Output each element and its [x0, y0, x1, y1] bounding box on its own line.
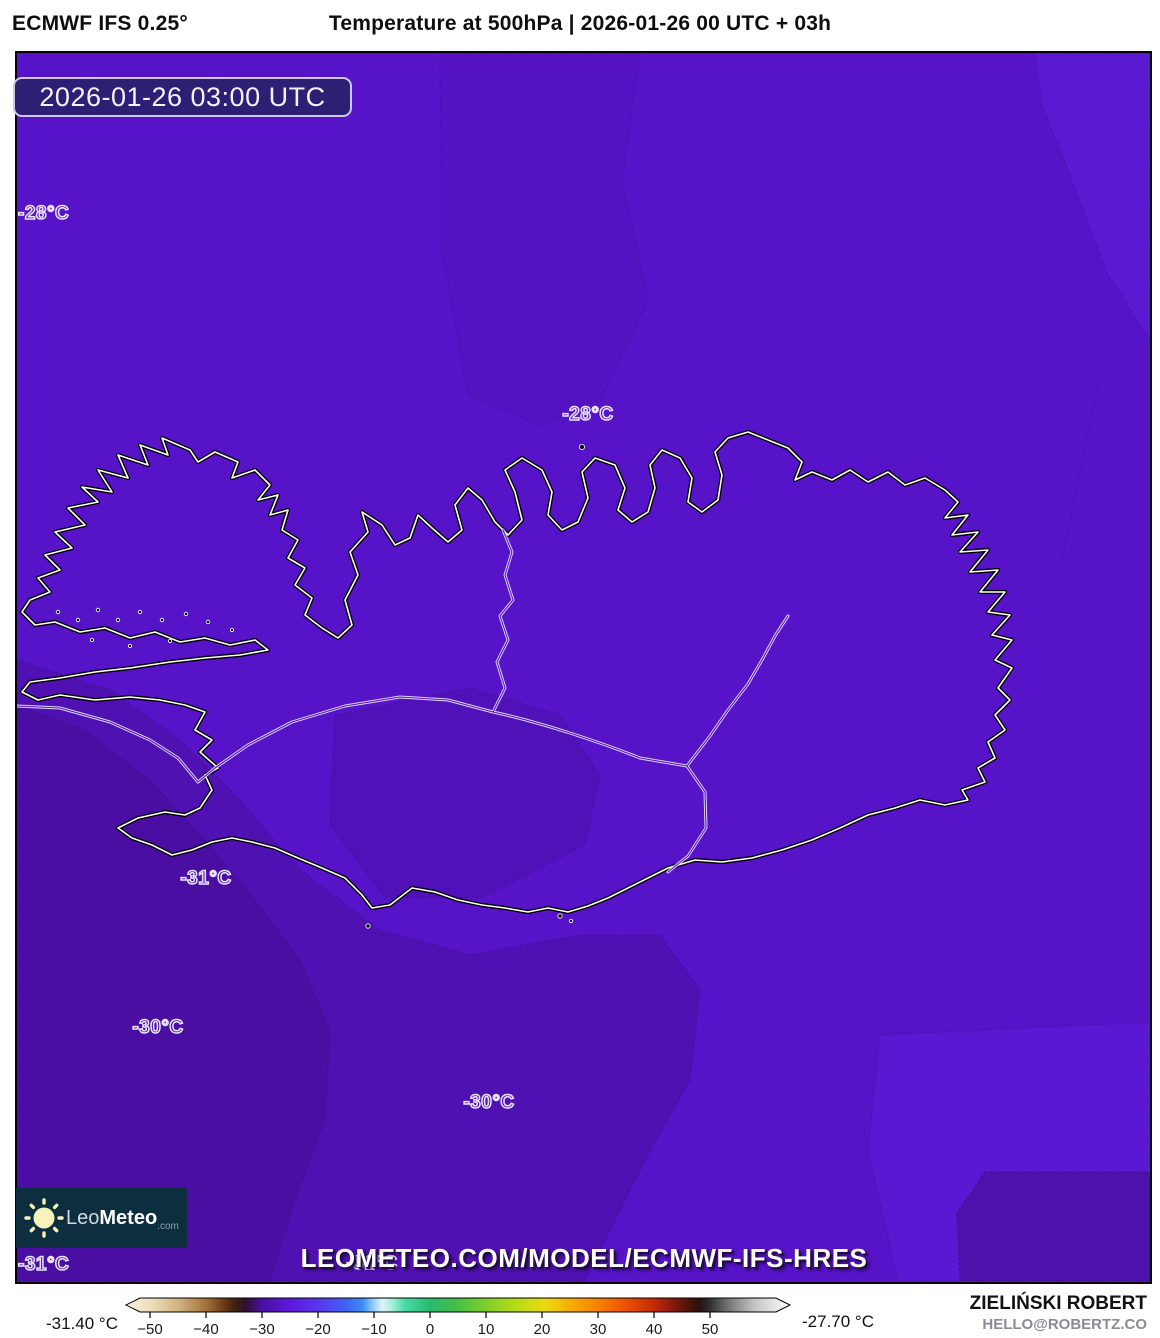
svg-text:−40: −40: [193, 1321, 218, 1338]
shade-region-bottom-right-dark: [956, 1171, 1150, 1282]
logo-text-leo: Leo: [66, 1206, 100, 1229]
logo-text-com: .com: [157, 1221, 179, 1232]
svg-text:50: 50: [702, 1321, 719, 1338]
colorbar-min-value-label: -31.40 °C: [46, 1314, 118, 1333]
svg-text:10: 10: [478, 1321, 495, 1338]
svg-text:40: 40: [646, 1321, 663, 1338]
iceland-coastline: [19, 429, 1015, 915]
svg-text:−20: −20: [305, 1321, 330, 1338]
colorbar-tick-marks: [149, 1312, 711, 1318]
shade-region-southwest-dark: [17, 704, 331, 1282]
svg-text:−30: −30: [249, 1321, 274, 1338]
leometeo-logo[interactable]: Leo Meteo .com: [16, 1188, 187, 1248]
map-graphics: -28°C -28°C -31°C -30°C -30°C -31°C -31°…: [17, 53, 1150, 1282]
credit-author-email: HELLO@ROBERTZ.CO: [982, 1316, 1147, 1333]
colorbar: −50 −40 −30 −20 −10 0 10 20 30 40 50 -31…: [46, 1297, 874, 1338]
svg-text:−50: −50: [137, 1321, 162, 1338]
logo-text-meteo: Meteo: [99, 1206, 158, 1229]
shade-region-top-right: [1034, 53, 1150, 341]
svg-text:30: 30: [590, 1321, 607, 1338]
temp-label: -31°C: [18, 1254, 69, 1275]
model-name-label: ECMWF IFS 0.25°: [12, 12, 188, 35]
svg-text:0: 0: [426, 1321, 434, 1338]
svg-text:−10: −10: [361, 1321, 386, 1338]
islands: [55, 443, 586, 929]
colorbar-tick-labels: −50 −40 −30 −20 −10 0 10 20 30 40 50: [137, 1321, 718, 1338]
shade-region-top-mid: [439, 53, 649, 426]
temp-label: -31°C: [346, 1253, 397, 1274]
colorbar-max-value-label: -27.70 °C: [802, 1312, 874, 1331]
temp-label: -30°C: [132, 1017, 183, 1038]
svg-text:20: 20: [534, 1321, 551, 1338]
road-network: [17, 528, 790, 874]
temp-label: -31°C: [180, 868, 231, 889]
shade-region-bottom-right-bright: [867, 1021, 1150, 1282]
sun-icon: [24, 1198, 64, 1238]
map-canvas: -28°C -28°C -31°C -30°C -30°C -31°C -31°…: [15, 51, 1152, 1284]
temp-label: -28°C: [18, 203, 69, 224]
watermark-url: LEOMETEO.COM/MODEL/ECMWF-IFS-HRES: [300, 1243, 868, 1273]
coastline-white: [21, 431, 1013, 913]
temp-label: -30°C: [463, 1092, 514, 1113]
timestamp-badge: 2026-01-26 03:00 UTC: [13, 77, 352, 117]
credit-author-name: ZIELIŃSKI ROBERT: [969, 1293, 1147, 1314]
page-title: Temperature at 500hPa | 2026-01-26 00 UT…: [328, 12, 832, 35]
colorbar-gradient-bar: [124, 1297, 792, 1313]
temp-label: -28°C: [562, 404, 613, 425]
contour-line: [1061, 379, 1101, 561]
shade-region-south-central: [329, 687, 601, 899]
temperature-labels: -28°C -28°C -31°C -30°C -30°C -31°C -31°…: [17, 202, 614, 1276]
